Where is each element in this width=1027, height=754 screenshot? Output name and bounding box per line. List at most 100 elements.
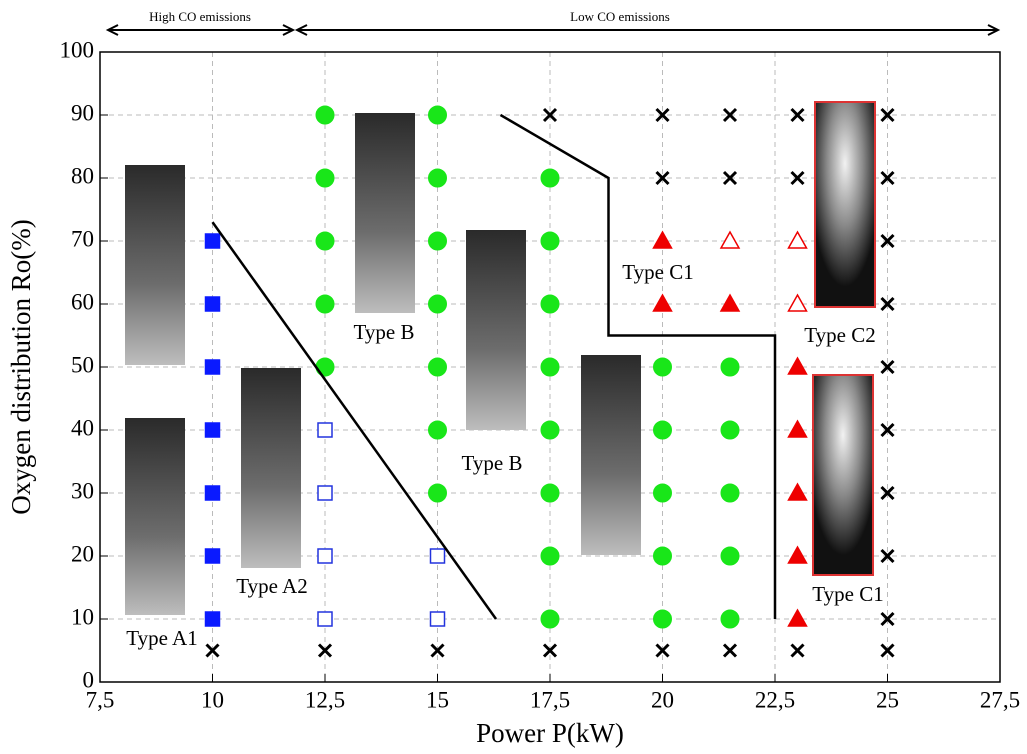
cross-stroke	[880, 359, 895, 375]
square-marker	[204, 611, 221, 627]
square-marker	[204, 422, 221, 438]
cross-marker	[542, 643, 558, 658]
circle-marker	[428, 105, 447, 125]
region-label: High CO emissions	[149, 9, 251, 24]
triangle-marker	[787, 545, 808, 564]
arrow-head	[987, 24, 1001, 36]
circle-marker	[315, 294, 335, 314]
cross-stroke	[722, 107, 738, 123]
circle-marker	[428, 168, 447, 188]
circle-marker	[428, 231, 447, 251]
annotation: Type C1	[812, 582, 883, 606]
x-tick-label: 17,5	[530, 687, 570, 712]
square-marker	[317, 485, 333, 501]
y-tick-label: 50	[71, 352, 94, 377]
cross-stroke	[430, 643, 445, 658]
annotation: Type B	[462, 451, 523, 475]
square-marker	[317, 611, 333, 627]
circle-marker	[653, 357, 672, 377]
x-tick-label: 12,5	[305, 687, 345, 712]
cross-stroke	[542, 643, 558, 658]
square-marker	[429, 611, 446, 627]
circle-marker	[428, 294, 447, 314]
square-marker	[204, 233, 221, 249]
cross-stroke	[880, 548, 895, 564]
cross-marker	[790, 643, 805, 658]
y-tick-label: 80	[71, 163, 94, 188]
y-tick-label: 90	[71, 100, 94, 125]
cross-stroke	[790, 170, 805, 186]
y-axis-title: Oxygen distribution Ro(%)	[6, 219, 36, 514]
cross-marker	[880, 422, 895, 438]
triangle-marker	[787, 419, 808, 438]
x-tick-label: 27,5	[980, 687, 1020, 712]
square-marker	[204, 548, 221, 564]
circle-marker	[653, 609, 672, 629]
triangle-marker	[787, 482, 808, 501]
boundary-line	[211, 221, 498, 620]
flame-photos	[125, 101, 876, 615]
cross-stroke	[880, 170, 895, 186]
cross-marker	[722, 107, 738, 123]
cross-stroke	[317, 643, 333, 658]
circle-marker	[653, 483, 672, 503]
annotation: Type A1	[126, 626, 197, 650]
y-tick-label: 70	[71, 226, 94, 251]
photo	[125, 418, 185, 615]
y-tick-label: 40	[71, 415, 94, 440]
triangle-marker	[787, 293, 808, 312]
circle-marker	[540, 231, 560, 251]
cross-marker	[880, 170, 895, 186]
cross-marker	[655, 107, 670, 123]
circle-marker	[720, 609, 740, 629]
cross-stroke	[880, 485, 895, 501]
circle-marker	[315, 105, 335, 125]
cross-marker	[880, 233, 895, 249]
triangle-marker	[787, 230, 808, 249]
circle-marker	[540, 420, 560, 440]
triangle-marker	[719, 293, 741, 312]
cross-marker	[655, 170, 670, 186]
cross-marker	[880, 611, 895, 627]
x-tick-label: 25	[876, 687, 899, 712]
circle-marker	[540, 483, 560, 503]
y-tick-label: 100	[60, 37, 95, 62]
cross-stroke	[880, 107, 895, 123]
triangle-marker	[719, 230, 741, 249]
cross-marker	[655, 643, 670, 658]
cross-stroke	[655, 643, 670, 658]
circle-marker	[720, 546, 740, 566]
arrow-head	[105, 24, 119, 36]
y-tick-label: 0	[83, 667, 95, 692]
cross-marker	[880, 485, 895, 501]
circle-marker	[720, 420, 740, 440]
triangle-marker	[652, 293, 673, 312]
circle-marker	[315, 231, 335, 251]
x-tick-label: 7,5	[86, 687, 115, 712]
photo	[125, 165, 185, 365]
cross-marker	[430, 643, 445, 658]
cross-stroke	[655, 107, 670, 123]
square-marker	[317, 422, 333, 438]
square-marker	[204, 296, 221, 312]
photo	[581, 355, 641, 555]
x-tick-label: 10	[201, 687, 224, 712]
cross-stroke	[722, 643, 738, 658]
cross-stroke	[655, 170, 670, 186]
annotation: Type C2	[804, 323, 875, 347]
circle-marker	[540, 168, 560, 188]
annotation: Type B	[354, 320, 415, 344]
photo	[814, 101, 876, 308]
cross-stroke	[880, 643, 895, 658]
square-marker	[317, 548, 333, 564]
cross-marker	[790, 170, 805, 186]
cross-marker	[205, 643, 220, 658]
cross-stroke	[880, 611, 895, 627]
cross-stroke	[790, 643, 805, 658]
cross-marker	[880, 296, 895, 312]
cross-marker	[790, 107, 805, 123]
cross-stroke	[722, 170, 738, 186]
circle-marker	[315, 357, 335, 377]
square-marker	[204, 359, 221, 375]
